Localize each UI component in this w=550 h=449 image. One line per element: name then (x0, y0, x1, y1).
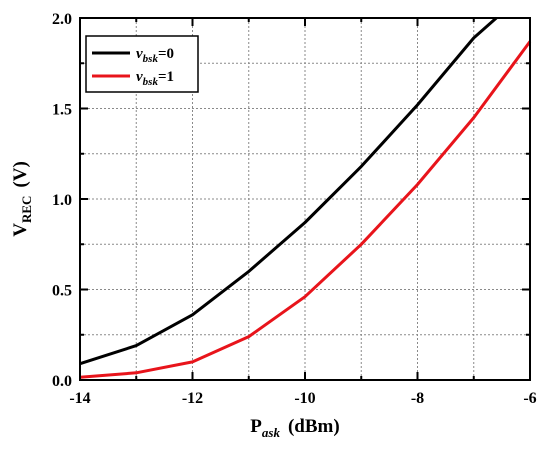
series-line-0 (79, 16, 498, 366)
y-tick-label: 0.0 (52, 373, 72, 390)
x-axis-title-sub: ask (262, 425, 281, 440)
legend-var: v (136, 69, 143, 85)
legend-label-0: vbsk=0 (136, 46, 174, 65)
series-line-1 (79, 40, 532, 379)
y-axis-title-main: V (10, 223, 31, 237)
y-tick-label: 1.0 (52, 192, 72, 209)
axis-ticks (79, 17, 531, 381)
x-tick-label: -8 (411, 390, 424, 407)
legend-label-1: vbsk=1 (136, 69, 174, 88)
x-tick-label: -6 (523, 390, 536, 407)
y-tick-label: 0.5 (52, 283, 72, 300)
y-tick-label: 1.5 (52, 102, 72, 119)
x-tick-label: -10 (294, 390, 315, 407)
series-lines (79, 16, 532, 379)
legend-sub: bsk (143, 53, 159, 65)
legend-var: v (136, 46, 143, 62)
y-tick-label: 2.0 (52, 11, 72, 28)
x-axis-title-main: P (250, 416, 262, 437)
x-axis-title: Pask (dBm) (250, 416, 339, 440)
x-axis-title-unit: (dBm) (288, 416, 340, 437)
tick-labels: -14 -12 -10 -8 -6 0.0 0.5 1.0 1.5 2.0 (52, 11, 537, 407)
x-tick-label: -14 (69, 390, 90, 407)
legend-box (85, 35, 199, 93)
x-tick-label: -12 (182, 390, 203, 407)
y-axis-title-sub: REC (19, 196, 34, 223)
y-axis-title-unit: (V) (10, 161, 31, 187)
legend-sub: bsk (143, 76, 159, 88)
y-axis-title: VREC (V) (10, 161, 34, 237)
legend-value: =0 (158, 46, 174, 62)
legend-value: =1 (158, 69, 174, 85)
